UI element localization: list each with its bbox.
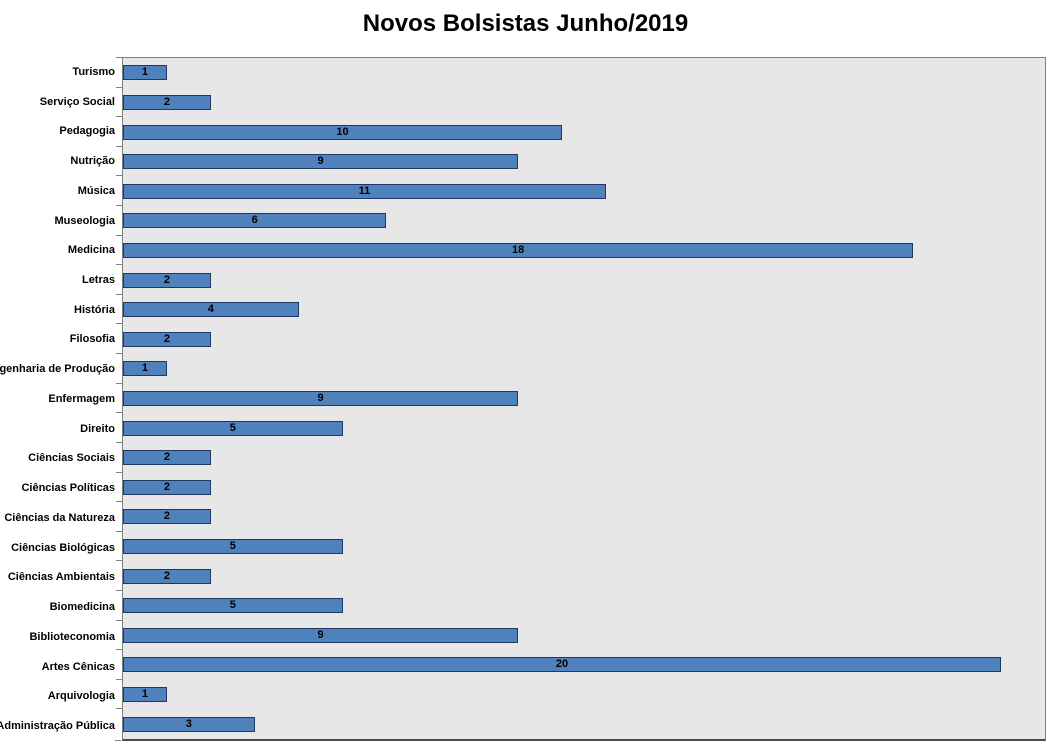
bar-row: 18 [116, 234, 1045, 266]
category-label: Engenharia de Produção [0, 363, 115, 376]
bar-row: 2 [116, 560, 1045, 591]
bar-value-label: 4 [207, 303, 214, 316]
bar: 18 [123, 242, 914, 258]
category-label: Biblioteconomia [29, 630, 115, 643]
bar: 5 [123, 420, 343, 436]
category-label: Museologia [54, 214, 115, 227]
bar: 20 [123, 657, 1002, 673]
bar-value-label: 18 [512, 243, 525, 256]
bar: 4 [123, 302, 299, 318]
bar-row: 2 [116, 501, 1045, 532]
category-label: Medicina [67, 244, 115, 257]
bar-value-label: 5 [229, 421, 236, 434]
bar-row: 5 [116, 589, 1045, 621]
category-label: Ciências Ambientais [7, 571, 115, 584]
category-label: Biomedicina [49, 601, 115, 614]
bar-value-label: 9 [317, 628, 324, 641]
bar-value-label: 9 [317, 155, 324, 168]
category-label: Ciências Biológicas [11, 541, 115, 554]
bar-value-label: 2 [163, 510, 170, 523]
bar: 6 [123, 213, 387, 229]
bar: 11 [123, 183, 606, 199]
category-label: Arquivologia [47, 690, 115, 703]
category-label: Direito [80, 422, 115, 435]
bar-value-label: 2 [163, 569, 170, 582]
bar-row: 9 [116, 382, 1045, 414]
category-label: Administração Pública [0, 720, 115, 733]
bar: 9 [123, 627, 519, 643]
bar-value-label: 5 [229, 599, 236, 612]
bar-value-label: 2 [163, 332, 170, 345]
bar: 9 [123, 391, 519, 406]
category-label: Música [77, 184, 115, 197]
bar-row: 2 [116, 441, 1045, 473]
bar-row: 20 [116, 649, 1045, 680]
bar: 1 [123, 687, 167, 703]
category-axis: Turismo Serviço Social Pedagogia Nutrição Mú… [0, 57, 122, 741]
category-label: Letras [81, 274, 115, 286]
chart-title: Novos Bolsistas Junho/2019 [362, 10, 689, 37]
bar-value-label: 2 [163, 273, 170, 286]
bar: 9 [123, 154, 519, 170]
bar-row: 10 [116, 116, 1045, 147]
category-label: Ciências Sociais [28, 452, 115, 465]
bar-row: 9 [116, 619, 1045, 651]
bar-value-label: 2 [163, 451, 170, 464]
category-label: Nutrição [70, 155, 115, 168]
bar-value-label: 20 [555, 658, 569, 671]
category-label: Pedagogia [59, 125, 115, 138]
bar-row: 1 [116, 57, 1045, 88]
bar: 10 [123, 124, 563, 140]
bar-row: 2 [116, 471, 1045, 503]
bar-row: 11 [116, 175, 1045, 206]
bar-value-label: 1 [141, 362, 148, 375]
bar: 2 [123, 479, 211, 495]
bar: 2 [123, 272, 211, 288]
bar-row: 1 [116, 353, 1045, 384]
bar-row: 1 [116, 678, 1045, 710]
category-label: Turismo [72, 65, 115, 78]
category-label: Artes Cênicas [41, 660, 115, 673]
bar: 5 [123, 539, 343, 555]
bar-row: 9 [116, 145, 1045, 177]
bar-row: 2 [116, 86, 1045, 118]
bar: 2 [123, 94, 211, 110]
chart-body: Turismo Serviço Social Pedagogia Nutrição Mú… [0, 57, 1046, 741]
bar-row: 3 [116, 708, 1045, 739]
bar: 2 [123, 568, 211, 584]
bar: 5 [123, 598, 343, 614]
bar-row: 4 [116, 293, 1045, 325]
bar-value-label: 6 [251, 214, 258, 227]
bar-row: 5 [116, 530, 1045, 562]
category-label: Serviço Social [39, 95, 115, 108]
category-label: Filosofia [69, 333, 115, 346]
bar-value-label: 5 [229, 540, 236, 553]
category-label: História [74, 303, 115, 316]
bar-row: 5 [116, 412, 1045, 443]
bar: 2 [123, 450, 211, 466]
bar: 3 [123, 716, 255, 732]
bar-row: 2 [116, 323, 1045, 354]
bar-value-label: 9 [317, 392, 324, 404]
category-label: Enfermagem [48, 392, 115, 405]
bar-value-label: 1 [141, 688, 148, 701]
bar-value-label: 10 [336, 125, 349, 138]
plot-area: 1 2 10 9 11 6 18 2 4 2 1 9 5 2 2 2 5 2 5 9 20 1 3 [115, 57, 1046, 741]
bar: 1 [123, 361, 167, 377]
category-label: Ciências da Natureza [4, 511, 115, 524]
bar-value-label: 3 [185, 717, 192, 730]
bar-row: 6 [116, 205, 1045, 236]
bar-row: 2 [116, 264, 1045, 295]
bar: 1 [123, 65, 167, 81]
bar-value-label: 11 [358, 184, 371, 197]
category-label: Ciências Políticas [21, 482, 115, 495]
bar: 2 [123, 331, 211, 347]
bar: 2 [123, 509, 211, 525]
bar-value-label: 2 [163, 95, 170, 108]
bar-value-label: 1 [141, 66, 148, 79]
bar-value-label: 2 [163, 480, 170, 493]
